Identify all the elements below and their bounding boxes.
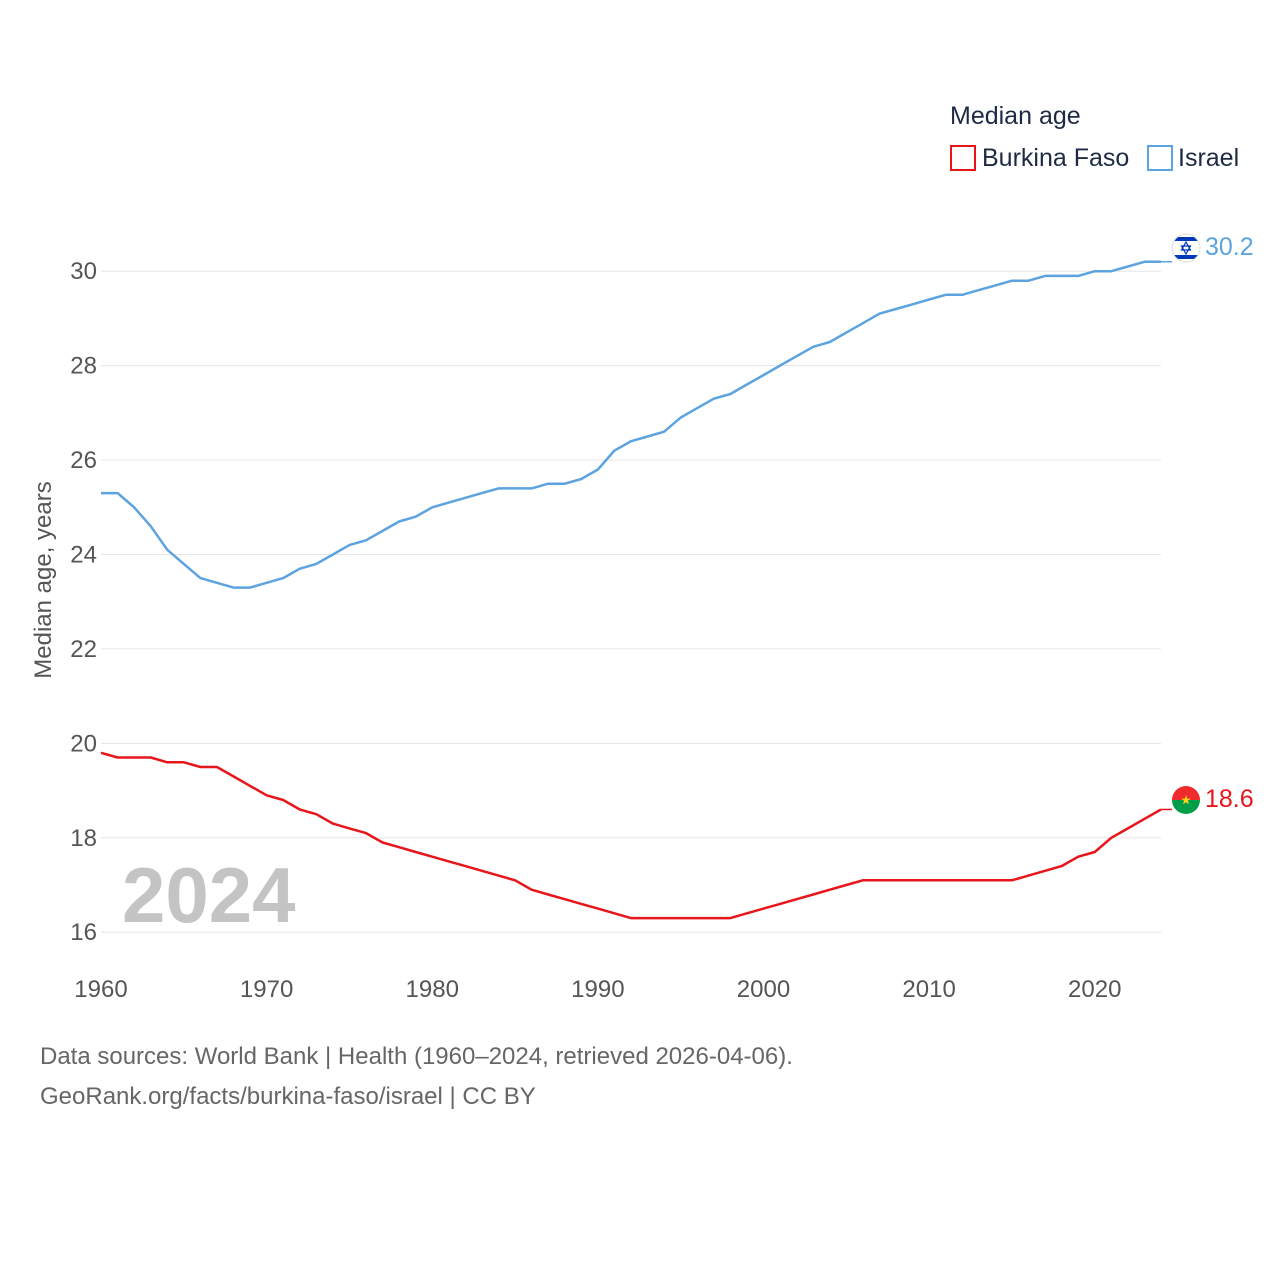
legend-swatch-burkina-faso [950,145,976,171]
end-value-label-burkina-faso: 18.6 [1205,785,1254,813]
x-tick-label: 1980 [406,976,459,1003]
y-tick-label: 22 [70,636,97,663]
y-tick-label: 16 [70,919,97,946]
gridlines [101,270,1161,933]
attribution-link[interactable]: GeoRank.org/facts/burkina-faso/israel | … [40,1083,536,1110]
burkina-faso-flag-icon [1172,786,1200,814]
y-tick-label: 24 [70,542,97,569]
legend-title: Median age [950,102,1081,130]
x-tick-label: 1990 [571,976,624,1003]
y-axis: 16 18 20 22 24 26 28 30 [70,258,97,946]
legend-item-israel[interactable]: Israel [1147,144,1239,172]
x-tick-label: 1960 [74,976,127,1003]
legend-swatch-israel [1147,145,1173,171]
legend-label-israel: Israel [1178,144,1239,172]
y-tick-label: 28 [70,353,97,380]
data-source-note: Data sources: World Bank | Health (1960–… [40,1043,793,1070]
series-line-burkina-faso [100,751,1162,920]
y-axis-title: Median age, years [30,481,57,678]
legend-item-burkina-faso[interactable]: Burkina Faso [950,144,1129,172]
y-tick-label: 18 [70,825,97,852]
x-tick-label: 2010 [902,976,955,1003]
line-chart: Median age Burkina Faso Israel 16 18 20 22 2… [30,102,1254,1003]
x-tick-label: 2020 [1068,976,1121,1003]
legend-label-burkina-faso: Burkina Faso [982,144,1129,172]
x-tick-label: 2000 [737,976,790,1003]
y-tick-label: 30 [70,258,97,285]
y-tick-label: 20 [70,730,97,757]
end-value-label-israel: 30.2 [1205,233,1254,261]
x-tick-label: 1970 [240,976,293,1003]
series-line-israel [101,260,1161,589]
year-watermark: 2024 [122,851,296,939]
y-tick-label: 26 [70,447,97,474]
israel-flag-icon [1171,233,1201,263]
x-axis: 1960 1970 1980 1990 2000 2010 2020 [74,976,1121,1003]
